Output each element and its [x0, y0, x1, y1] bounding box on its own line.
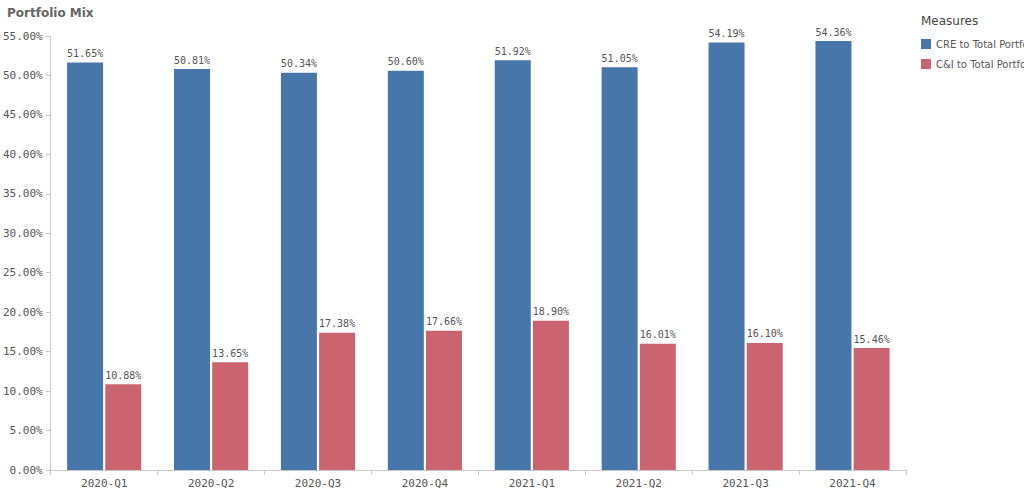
- svg-text:51.92%: 51.92%: [495, 46, 531, 57]
- svg-text:CRE to Total Portfolio: CRE to Total Portfolio: [936, 39, 1024, 50]
- svg-text:C&I to Total Portfolio: C&I to Total Portfolio: [936, 59, 1024, 70]
- svg-text:16.10%: 16.10%: [747, 328, 783, 339]
- svg-text:15.00%: 15.00%: [3, 345, 43, 358]
- svg-text:2021-Q4: 2021-Q4: [829, 477, 876, 490]
- svg-text:54.36%: 54.36%: [815, 27, 851, 38]
- svg-text:2021-Q1: 2021-Q1: [509, 477, 555, 490]
- svg-text:50.81%: 50.81%: [174, 55, 210, 66]
- svg-text:50.34%: 50.34%: [281, 58, 317, 69]
- svg-text:10.88%: 10.88%: [105, 370, 141, 381]
- svg-text:17.38%: 17.38%: [319, 318, 355, 329]
- svg-text:35.00%: 35.00%: [3, 187, 43, 200]
- svg-text:Portfolio Mix: Portfolio Mix: [7, 6, 94, 20]
- svg-text:2020-Q1: 2020-Q1: [81, 477, 127, 490]
- svg-text:55.00%: 55.00%: [3, 30, 43, 43]
- svg-text:0.00%: 0.00%: [10, 464, 43, 477]
- svg-text:45.00%: 45.00%: [3, 108, 43, 121]
- svg-text:51.65%: 51.65%: [67, 48, 103, 59]
- svg-text:20.00%: 20.00%: [3, 306, 43, 319]
- svg-text:10.00%: 10.00%: [3, 385, 43, 398]
- svg-text:2020-Q4: 2020-Q4: [402, 477, 449, 490]
- svg-text:54.19%: 54.19%: [708, 28, 744, 39]
- svg-text:17.66%: 17.66%: [426, 316, 462, 327]
- svg-text:16.01%: 16.01%: [640, 329, 676, 340]
- svg-text:50.60%: 50.60%: [388, 56, 424, 67]
- svg-text:25.00%: 25.00%: [3, 266, 43, 279]
- svg-text:30.00%: 30.00%: [3, 227, 43, 240]
- svg-text:40.00%: 40.00%: [3, 148, 43, 161]
- svg-text:51.05%: 51.05%: [602, 53, 638, 64]
- svg-text:2020-Q3: 2020-Q3: [295, 477, 341, 490]
- svg-text:Measures: Measures: [921, 14, 978, 28]
- svg-text:2021-Q2: 2021-Q2: [616, 477, 662, 490]
- svg-text:2020-Q2: 2020-Q2: [188, 477, 234, 490]
- svg-text:13.65%: 13.65%: [212, 348, 248, 359]
- svg-text:5.00%: 5.00%: [10, 424, 43, 437]
- svg-text:15.46%: 15.46%: [854, 334, 890, 345]
- svg-text:50.00%: 50.00%: [3, 69, 43, 82]
- svg-text:2021-Q3: 2021-Q3: [722, 477, 768, 490]
- svg-text:18.90%: 18.90%: [533, 306, 569, 317]
